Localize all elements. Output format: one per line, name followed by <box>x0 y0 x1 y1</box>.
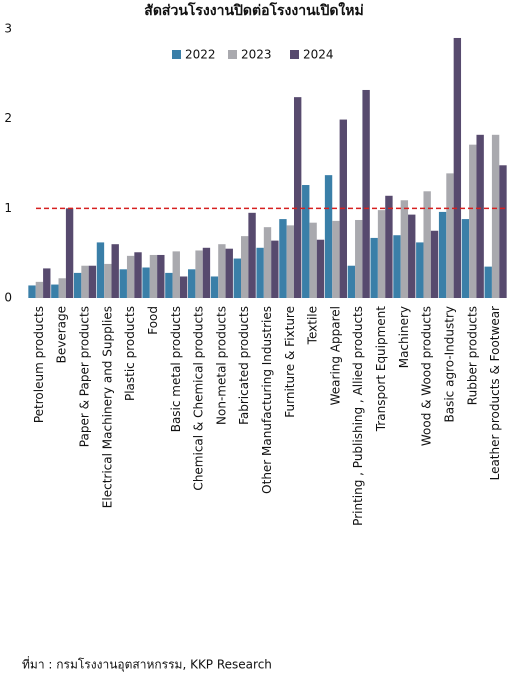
x-tick-label: Basic metal products <box>169 306 183 432</box>
bar <box>51 284 59 298</box>
bar <box>28 285 36 298</box>
bar <box>271 240 279 298</box>
bar <box>241 236 249 298</box>
bar <box>248 212 256 298</box>
bar <box>210 276 219 298</box>
bar <box>355 219 363 298</box>
bar <box>157 254 165 298</box>
bar <box>347 265 356 298</box>
bar <box>324 175 333 298</box>
legend-swatch <box>228 50 237 59</box>
x-tick-label: Chemical & Chemical products <box>192 306 206 491</box>
x-tick-label: Beverage <box>55 306 69 363</box>
bar <box>491 134 500 298</box>
bar <box>111 244 119 298</box>
bar <box>65 208 74 298</box>
x-tick-label: Transport Equipment <box>374 306 388 433</box>
bar <box>408 214 416 298</box>
bar <box>332 220 340 298</box>
bar <box>469 144 477 298</box>
bar <box>453 37 462 298</box>
bar <box>286 225 294 298</box>
bar <box>73 272 82 298</box>
bar <box>149 254 158 298</box>
bar <box>81 265 89 298</box>
bar <box>88 265 97 298</box>
x-tick-label: Plastic products <box>123 306 137 401</box>
x-tick-label: Leather products & Footwear <box>488 306 502 480</box>
bar <box>218 244 226 298</box>
bar <box>134 252 142 298</box>
y-tick-label: 2 <box>4 111 12 125</box>
bar <box>279 219 287 298</box>
x-tick-label: Basic agro-Industry <box>442 306 456 422</box>
bar <box>385 195 393 298</box>
chart-title: สัดส่วนโรงงานปิดต่อโรงงานเปิดใหม่ <box>144 1 363 19</box>
bar <box>416 242 424 298</box>
bar <box>446 173 454 298</box>
x-tick-label: Textile <box>306 306 320 345</box>
x-tick-label: Wearing Apparel <box>328 306 342 405</box>
bar <box>499 165 507 298</box>
bar <box>96 242 105 298</box>
bar <box>179 276 188 298</box>
bar <box>188 269 196 298</box>
bar <box>484 266 492 298</box>
y-tick-label: 1 <box>4 201 12 215</box>
x-tick-label: Paper & Paper products <box>78 306 92 447</box>
bar <box>58 278 66 298</box>
bar <box>35 281 44 298</box>
bar <box>172 251 180 298</box>
x-tick-label: Fabricated products <box>237 306 251 425</box>
bar <box>165 272 173 298</box>
legend-label: 2022 <box>185 48 216 62</box>
bar <box>119 269 127 298</box>
legend-swatch <box>172 50 181 59</box>
bar <box>438 211 447 298</box>
x-tick-label: Furniture & Fixture <box>283 306 297 418</box>
bar <box>225 248 233 298</box>
bar <box>104 263 112 298</box>
x-tick-label: Other Manufacturing Industries <box>260 306 274 494</box>
bar <box>370 237 378 298</box>
x-tick-label: Food <box>146 306 160 335</box>
bar <box>43 268 51 298</box>
bar <box>233 258 242 298</box>
x-tick-label: Petroleum products <box>32 306 46 423</box>
bar <box>293 97 302 298</box>
bar <box>461 219 470 298</box>
bar <box>476 134 484 298</box>
bar <box>400 200 409 298</box>
bar <box>393 235 401 298</box>
x-tick-label: Printing , Publishing , Allied products <box>351 306 365 526</box>
bar <box>202 247 211 298</box>
bar <box>195 250 203 298</box>
legend-label: 2024 <box>303 48 334 62</box>
bar <box>256 247 264 298</box>
bar <box>316 239 325 298</box>
bar <box>142 267 150 298</box>
x-tick-label: Rubber products <box>465 306 479 405</box>
bar <box>377 210 386 298</box>
y-tick-label: 0 <box>4 291 12 305</box>
x-tick-label: Electrical Machinery and Supplies <box>100 306 114 508</box>
bar <box>126 255 135 298</box>
x-tick-label: Wood & Wood products <box>420 306 434 446</box>
legend-label: 2023 <box>241 48 272 62</box>
bar <box>309 222 317 298</box>
y-tick-label: 3 <box>4 22 12 36</box>
bar <box>263 227 272 298</box>
bar <box>430 230 439 298</box>
bar <box>302 185 310 298</box>
x-tick-label: Machinery <box>397 306 411 368</box>
x-tick-label: Non-metal products <box>214 306 228 425</box>
bar <box>362 89 370 299</box>
bar <box>423 191 431 298</box>
source-note: ที่มา : กรมโรงงานอุตสาหกรรม, KKP Researc… <box>22 656 272 673</box>
legend-swatch <box>290 50 299 59</box>
